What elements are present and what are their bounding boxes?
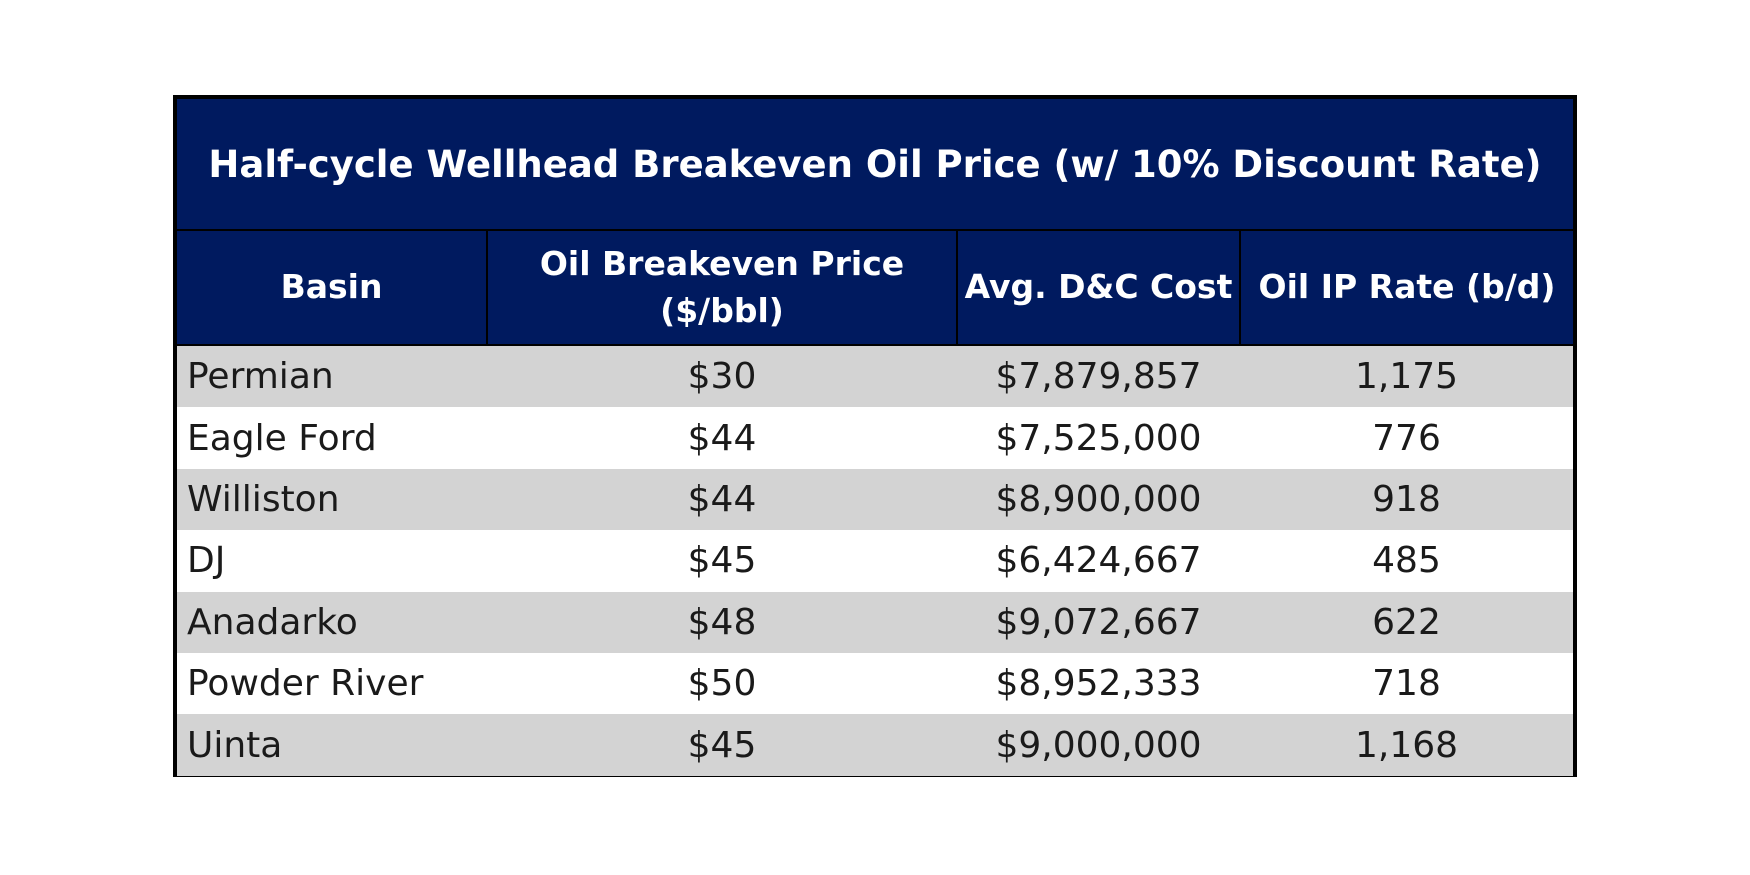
table-row: Uinta $45 $9,000,000 1,168 [177,714,1573,776]
cell-cost: $9,072,667 [957,591,1240,653]
cell-basin: Eagle Ford [177,407,487,469]
header-price-line1: Oil Breakeven Price [539,244,905,284]
cell-basin: Uinta [177,714,487,776]
cell-ip: 622 [1240,591,1573,653]
cell-cost: $6,424,667 [957,530,1240,592]
cell-price: $44 [487,468,957,531]
header-ip-rate: Oil IP Rate (b/d) [1240,231,1573,346]
cell-price: $48 [487,591,957,653]
cell-ip: 485 [1240,530,1573,592]
table-row: Williston $44 $8,900,000 918 [177,468,1573,531]
cell-ip: 918 [1240,468,1573,531]
data-table: Basin Oil Breakeven Price ($/bbl) Avg. D… [177,231,1573,776]
cell-basin: Powder River [177,652,487,715]
cell-basin: Williston [177,468,487,531]
cell-ip: 1,168 [1240,714,1573,776]
cell-cost: $7,879,857 [957,345,1240,408]
header-basin: Basin [177,231,488,346]
cell-basin: DJ [177,530,487,592]
cell-price: $50 [487,652,957,715]
cell-ip: 718 [1240,652,1573,715]
cell-basin: Permian [177,345,487,408]
cell-cost: $7,525,000 [957,407,1240,469]
cell-cost: $8,952,333 [957,652,1240,715]
table-row: Anadarko $48 $9,072,667 622 [177,591,1573,653]
header-row: Basin Oil Breakeven Price ($/bbl) Avg. D… [177,231,1573,346]
cell-ip: 776 [1240,407,1573,469]
header-price-line2: ($/bbl) [660,290,784,330]
table-title: Half-cycle Wellhead Breakeven Oil Price … [177,99,1573,231]
cell-basin: Anadarko [177,591,487,653]
cell-cost: $9,000,000 [957,714,1240,776]
cell-price: $44 [487,407,957,469]
cell-price: $45 [487,530,957,592]
breakeven-table: Half-cycle Wellhead Breakeven Oil Price … [173,95,1577,777]
cell-ip: 1,175 [1240,345,1573,408]
table-row: DJ $45 $6,424,667 485 [177,530,1573,592]
header-breakeven-price: Oil Breakeven Price ($/bbl) [487,231,958,346]
cell-price: $30 [487,345,957,408]
cell-cost: $8,900,000 [957,468,1240,531]
table-row: Eagle Ford $44 $7,525,000 776 [177,407,1573,469]
header-dc-cost: Avg. D&C Cost [957,231,1241,346]
cell-price: $45 [487,714,957,776]
table-row: Powder River $50 $8,952,333 718 [177,652,1573,715]
table-row: Permian $30 $7,879,857 1,175 [177,345,1573,408]
